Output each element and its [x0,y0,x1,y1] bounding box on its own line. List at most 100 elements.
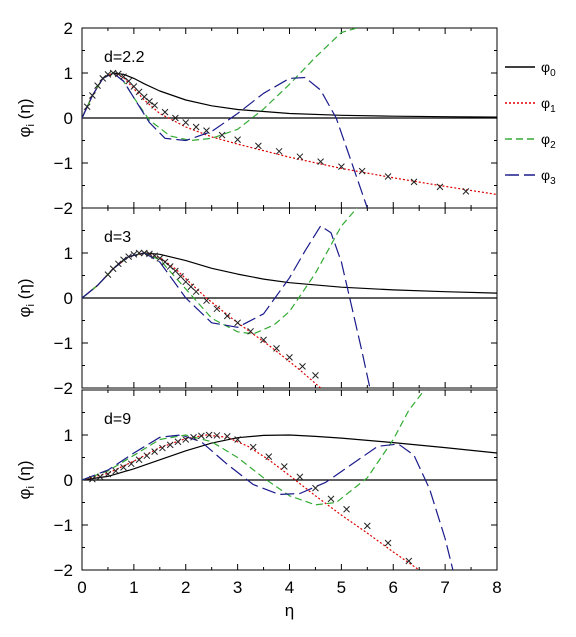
data-marker [265,453,273,460]
data-marker [384,173,392,180]
y-tick-label: −2 [54,561,73,580]
data-marker [109,69,117,77]
data-marker [234,319,241,327]
data-marker [190,433,197,441]
data-marker [317,158,324,166]
series-line-phi1 [82,72,497,196]
series-group [82,28,497,208]
y-tick-label: 0 [64,109,73,128]
data-marker [280,463,288,470]
series-line-phi0 [82,252,497,299]
data-marker [255,142,262,150]
y-tick-label: −1 [54,154,73,173]
data-marker [312,372,319,379]
data-marker [104,470,112,478]
y-tick-label: 1 [64,244,73,263]
series-line-phi3 [82,225,371,388]
data-marker [172,267,179,275]
panel-2: 1 0 −1 −2 d=3 φi (η) [15,207,498,398]
data-marker [151,448,158,456]
data-marker [135,456,143,464]
x-axis: 0 1 2 3 4 5 6 7 8 η [77,578,501,620]
data-marker [192,123,200,131]
data-marker [161,108,169,116]
data-marker [410,178,418,186]
panel-label: d=2.2 [104,49,145,66]
y-axis-label: φi (η) [15,461,37,500]
data-marker [203,127,210,134]
x-tick-label: 7 [440,578,449,597]
data-marker [130,250,138,258]
x-tick-label: 0 [77,578,86,597]
data-marker [146,250,153,258]
series-line-phi2 [82,208,358,335]
data-marker [94,82,101,89]
series-group [82,208,497,388]
series-line-phi3 [82,72,368,208]
panel-label: d=9 [104,411,131,428]
data-marker [143,452,151,460]
data-marker [140,249,148,257]
data-marker [203,297,210,305]
data-marker [135,88,143,96]
data-marker [286,354,293,361]
data-marker [249,443,257,451]
data-marker [338,163,345,170]
data-marker [197,432,205,440]
data-marker [358,167,366,175]
x-tick-label: 4 [285,578,294,597]
x-axis-label: η [285,601,294,620]
x-tick-label: 8 [492,578,501,597]
data-marker [234,436,241,443]
data-marker [112,467,120,475]
y-tick-label: −2 [54,379,73,398]
series-line-phi0 [82,72,497,119]
y-tick-label: −2 [54,199,73,218]
y-tick-label: −1 [54,516,73,535]
panel-label: d=3 [104,229,131,246]
data-marker [96,473,104,481]
legend-label-phi0: φ0 [541,59,556,79]
y-tick-label: 1 [64,426,73,445]
data-marker [120,464,127,471]
data-marker [384,539,392,547]
panel-1: 2 1 0 −1 −2 d=2.2 φi (η) [15,19,498,218]
data-marker [109,265,117,273]
y-tick-label: 1 [64,64,73,83]
x-tick-label: 6 [389,578,398,597]
series-line-phi2 [82,390,425,506]
data-marker [172,114,179,122]
series-line-phi0 [82,434,497,481]
panel-3: 1 0 −1 −2 d=9 φi (η) [15,389,498,580]
data-marker [436,183,444,191]
data-marker [120,256,127,264]
data-marker [135,249,143,257]
y-axis-label: φi (η) [15,99,37,138]
data-marker [182,278,190,286]
data-marker [146,97,153,105]
data-marker [151,102,158,109]
series-line-phi2 [82,28,358,142]
data-marker [114,70,122,78]
data-marker [213,305,221,313]
data-marker [296,473,304,481]
legend: φ0 φ1 φ2 φ3 [505,59,556,187]
data-marker [114,260,122,268]
y-tick-label: 0 [64,471,73,490]
y-tick-label: 0 [64,289,73,308]
data-marker [213,432,221,439]
y-tick-label: −1 [54,334,73,353]
data-marker [125,77,133,85]
data-marker [343,505,350,513]
data-marker [166,441,174,449]
legend-label-phi2: φ2 [541,131,556,151]
x-tick-label: 1 [129,578,138,597]
legend-label-phi1: φ1 [541,95,556,115]
x-tick-label: 5 [337,578,346,597]
series-line-phi1 [82,252,321,388]
legend-label-phi3: φ3 [541,167,556,187]
data-marker [312,484,319,492]
data-marker [89,475,96,483]
data-marker [275,147,283,155]
